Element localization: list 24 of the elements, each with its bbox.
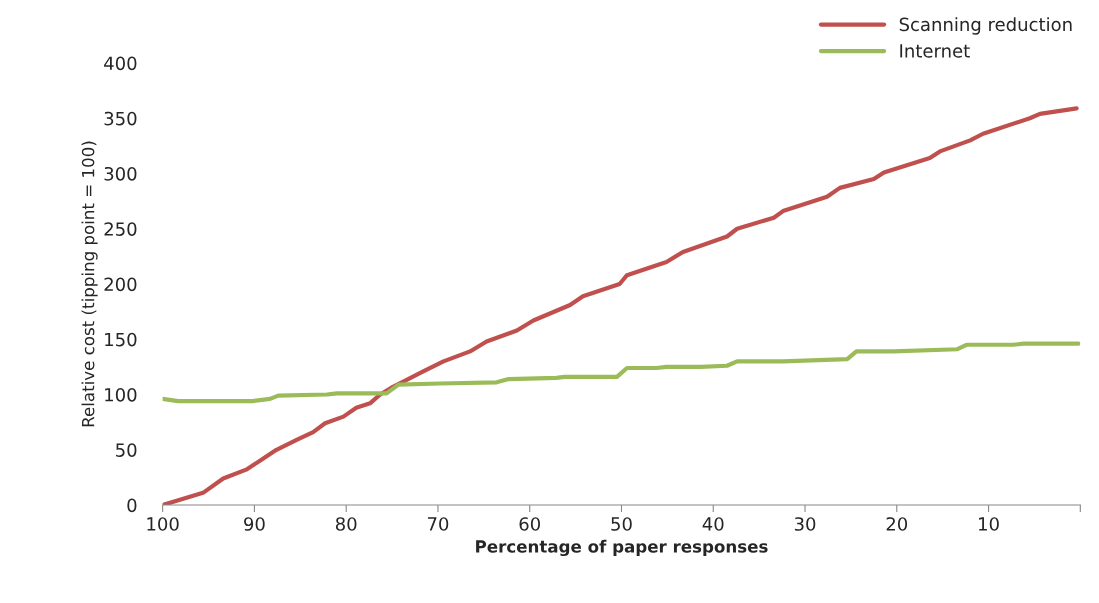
y-tick-label: 300 (104, 166, 137, 181)
x-tick-label: 50 (611, 517, 632, 531)
x-tick-label: 90 (244, 517, 265, 531)
x-tick-label: 40 (702, 517, 724, 531)
y-tick-label: 350 (104, 111, 137, 126)
y-tick-label: 0 (127, 498, 137, 513)
line-series (162, 341, 1081, 404)
y-tick-label: 150 (105, 332, 137, 347)
x-tick-label: 70 (427, 517, 449, 531)
x-tick-label: 20 (886, 517, 908, 531)
y-tick-label: 100 (105, 387, 137, 402)
y-tick-label: 400 (104, 56, 137, 71)
y-tick-label: 200 (104, 277, 137, 292)
x-tick-label: 10 (979, 517, 999, 531)
x-tick-label: 60 (519, 517, 541, 531)
x-tick-label: 80 (335, 517, 357, 531)
legend-label: Scanning reduction (899, 17, 1072, 35)
x-tick-label: 100 (147, 517, 179, 531)
x-axis-title: Percentage of paper responses (476, 539, 768, 557)
legend-label: Internet (900, 44, 970, 58)
y-tick-label: 250 (104, 222, 137, 236)
y-tick-label: 50 (116, 443, 137, 457)
x-tick-label: 30 (794, 517, 816, 531)
y-axis-title: Relative cost (tipping point = 100) (81, 141, 98, 427)
